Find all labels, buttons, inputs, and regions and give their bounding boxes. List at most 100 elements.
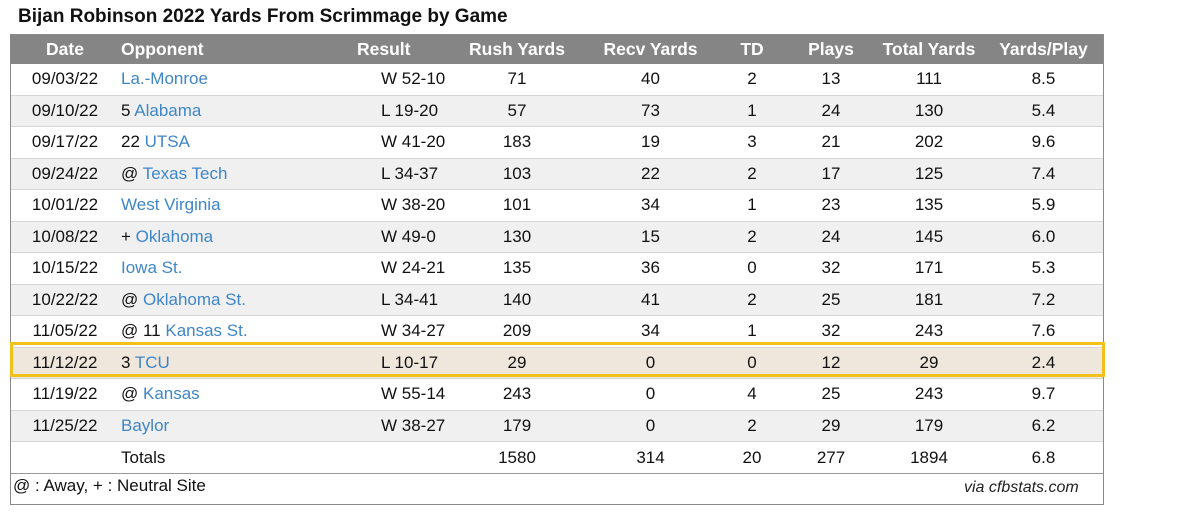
game-result: W 34-27 [341,315,449,348]
yards-per-play: 7.4 [984,158,1103,190]
game-result: W 49-0 [341,221,449,253]
opponent-link[interactable]: La.-Monroe [121,69,208,89]
opponent-prefix: @ [121,289,143,309]
touchdowns: 0 [716,252,788,285]
opponent-cell: 22 UTSA [119,126,341,159]
table-row: 10/22/22 @ Oklahoma St. L 34-41 140 41 2 25 181… [11,284,1103,316]
recv-yards: 0 [585,410,716,442]
totals-rush: 1580 [449,441,585,474]
touchdowns: 2 [716,158,788,190]
recv-yards: 73 [585,95,716,127]
header-plays[interactable]: Plays [788,35,874,64]
rush-yards: 183 [449,126,585,159]
opponent-link[interactable]: Kansas [142,384,200,404]
header-yards-per-play[interactable]: Yards/Play [984,35,1103,64]
game-date: 09/17/22 [11,126,119,159]
recv-yards: 19 [585,126,716,159]
opponent-prefix: @ [121,384,143,404]
yards-per-play: 9.6 [984,126,1103,159]
table-row: 09/24/22 @ Texas Tech L 34-37 103 22 2 17 125 7.… [11,158,1103,190]
table-row: 11/05/22 @ 11 Kansas St. W 34-27 209 34 1 32 24… [11,315,1103,348]
table-row: 11/12/22 3 TCU L 10-17 29 0 0 12 29 2.4 [11,347,1103,379]
game-date: 10/22/22 [11,284,119,316]
plays: 24 [788,221,874,253]
recv-yards: 36 [585,252,716,285]
header-result[interactable]: Result [341,35,449,64]
plays: 32 [788,252,874,285]
yards-per-play: 8.5 [984,64,1103,96]
touchdowns: 2 [716,284,788,316]
totals-empty [341,441,449,474]
opponent-link[interactable]: Baylor [121,415,170,435]
rush-yards: 29 [449,347,585,379]
opponent-link[interactable]: Oklahoma [135,226,214,246]
recv-yards: 40 [585,64,716,96]
game-result: W 24-21 [341,252,449,285]
stats-panel: Date Opponent Result Rush Yards Recv Yar… [10,34,1104,505]
game-date: 09/10/22 [11,95,119,127]
opponent-link[interactable]: Alabama [134,100,202,120]
game-result: W 38-20 [341,189,449,222]
plays: 25 [788,284,874,316]
opponent-cell: @ Texas Tech [119,158,341,190]
game-date: 10/15/22 [11,252,119,285]
game-result: L 10-17 [341,347,449,379]
table-row: 09/10/22 5 Alabama L 19-20 57 73 1 24 130 5.4 [11,95,1103,127]
recv-yards: 34 [585,189,716,222]
totals-td: 20 [716,441,788,474]
rush-yards: 130 [449,221,585,253]
opponent-link[interactable]: Kansas St. [165,321,248,341]
totals-empty [11,441,119,474]
game-date: 11/05/22 [11,315,119,348]
game-result: W 52-10 [341,64,449,96]
table-row: 10/01/22 West Virginia W 38-20 101 34 1 23 135 5… [11,189,1103,222]
header-td[interactable]: TD [716,35,788,64]
rush-yards: 135 [449,252,585,285]
plays: 17 [788,158,874,190]
touchdowns: 0 [716,347,788,379]
game-result: L 34-41 [341,284,449,316]
opponent-cell: La.-Monroe [119,64,341,96]
yards-per-play: 6.2 [984,410,1103,442]
opponent-cell: West Virginia [119,189,341,222]
rush-yards: 57 [449,95,585,127]
opponent-prefix: 3 [121,352,135,372]
plays: 29 [788,410,874,442]
recv-yards: 41 [585,284,716,316]
header-opponent[interactable]: Opponent [119,35,341,64]
rush-yards: 140 [449,284,585,316]
header-total-yards[interactable]: Total Yards [874,35,984,64]
total-yards: 243 [874,315,984,348]
total-yards: 135 [874,189,984,222]
game-result: L 19-20 [341,95,449,127]
header-rush-yards[interactable]: Rush Yards [449,35,585,64]
touchdowns: 1 [716,315,788,348]
game-date: 11/25/22 [11,410,119,442]
plays: 21 [788,126,874,159]
table-row: 10/08/22 + Oklahoma W 49-0 130 15 2 24 145 6.0 [11,221,1103,253]
yards-per-play: 2.4 [984,347,1103,379]
yards-per-play: 7.2 [984,284,1103,316]
table-row: 11/19/22 @ Kansas W 55-14 243 0 4 25 243 9.7 [11,378,1103,411]
table-row: 10/15/22 Iowa St. W 24-21 135 36 0 32 171 5.3 [11,252,1103,285]
opponent-link[interactable]: UTSA [144,132,190,152]
total-yards: 179 [874,410,984,442]
opponent-cell: 3 TCU [119,347,341,379]
opponent-link[interactable]: Texas Tech [142,163,228,183]
total-yards: 202 [874,126,984,159]
opponent-link[interactable]: TCU [134,352,170,372]
header-recv-yards[interactable]: Recv Yards [585,35,716,64]
yards-per-play: 6.0 [984,221,1103,253]
opponent-prefix: @ [121,163,143,183]
game-result: W 41-20 [341,126,449,159]
legend-note: @ : Away, + : Neutral Site [13,476,206,495]
opponent-link[interactable]: Iowa St. [121,258,183,278]
totals-ypp: 6.8 [984,441,1103,474]
game-date: 11/12/22 [11,347,119,379]
header-date[interactable]: Date [11,35,119,64]
opponent-cell: Iowa St. [119,252,341,285]
opponent-link[interactable]: West Virginia [121,195,221,215]
opponent-link[interactable]: Oklahoma St. [142,289,246,309]
game-date: 11/19/22 [11,378,119,411]
totals-total: 1894 [874,441,984,474]
